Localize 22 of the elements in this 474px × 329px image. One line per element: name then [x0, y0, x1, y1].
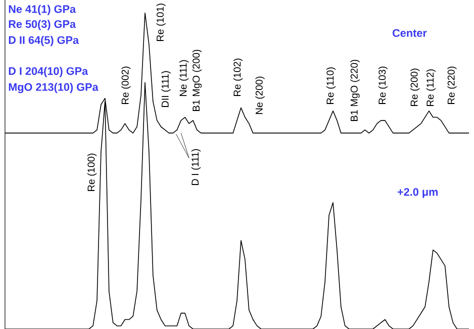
annotation: Re (103): [378, 66, 388, 104]
annotation: Re (200): [410, 68, 420, 106]
annotation: DII (111): [161, 71, 171, 107]
annotation: Re (112): [426, 69, 436, 106]
annotation: Re (101): [156, 4, 166, 41]
annotation: Ne (111): [179, 60, 189, 96]
annotation: D II 64(5) GPa: [8, 36, 79, 46]
annotation: Ne 41(1) GPa: [8, 4, 76, 16]
annotation: +2.0 μm: [398, 188, 438, 198]
annotation: B1 MgO (200): [192, 50, 202, 111]
annotation: Center: [392, 29, 427, 37]
annotation: Re (002): [121, 66, 131, 104]
annotation: MgO 213(10) GPa: [8, 82, 98, 94]
annotation: Re (220): [447, 66, 457, 104]
annotation: Ne (200): [255, 76, 265, 114]
annotation: B1 MgO (220): [350, 60, 360, 121]
annotation: Re (100): [87, 154, 97, 191]
annotation: D I (111): [191, 149, 201, 185]
annotation: Re (102): [233, 58, 243, 96]
annotation: Re (110): [326, 67, 336, 104]
annotation: Re 50(3) GPa: [8, 20, 76, 30]
annotation: D I 204(10) GPa: [8, 66, 88, 78]
